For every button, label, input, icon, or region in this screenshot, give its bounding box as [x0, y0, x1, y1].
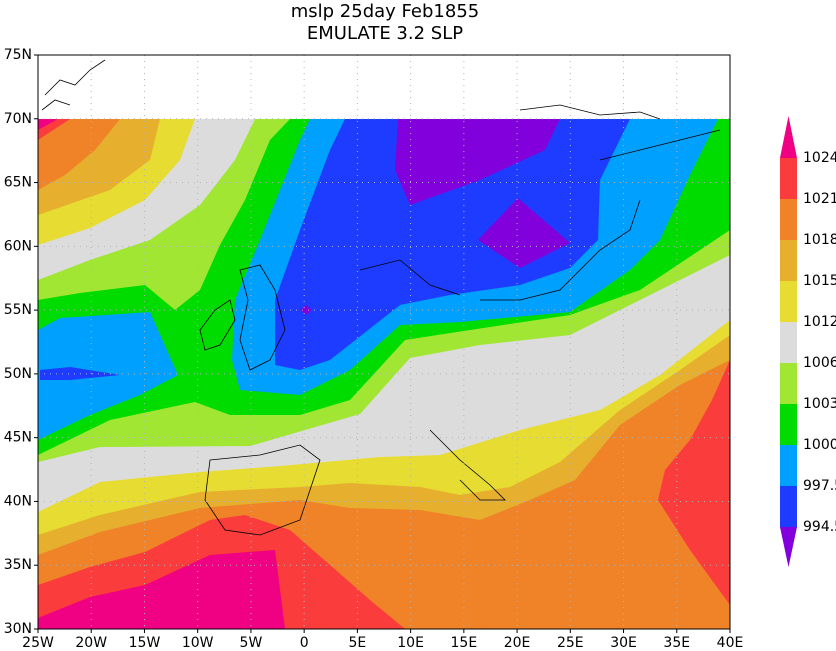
- colorbar-arrow: [780, 116, 797, 158]
- colorbar-label: 1003: [803, 396, 836, 412]
- lon-label: 15W: [129, 635, 161, 651]
- graticule: [34, 54, 731, 633]
- lon-label: 40E: [717, 635, 744, 651]
- lat-label: 65N: [4, 175, 32, 191]
- lon-label: 30E: [610, 635, 637, 651]
- contour-field: [38, 119, 730, 629]
- lon-label: 0: [300, 635, 309, 651]
- lon-label: 10E: [397, 635, 424, 651]
- colorbar-box: [780, 240, 797, 281]
- lat-label: 30N: [4, 621, 32, 637]
- lat-label: 50N: [4, 366, 32, 382]
- title: mslp 25day Feb1855: [291, 1, 479, 22]
- lat-label: 60N: [4, 238, 32, 254]
- lon-label: 5E: [349, 635, 367, 651]
- colorbar-label: 1000: [803, 437, 836, 453]
- colorbar-box: [780, 486, 797, 527]
- lon-label: 5W: [240, 635, 263, 651]
- colorbar-box: [780, 445, 797, 486]
- colorbar-box: [780, 363, 797, 404]
- colorbar-label: 1018: [803, 232, 836, 248]
- colorbar-label: 1024: [803, 150, 836, 166]
- lat-label: 45N: [4, 430, 32, 446]
- lat-label: 40N: [4, 493, 32, 509]
- lon-label: 20W: [75, 635, 107, 651]
- map-frame: [37, 54, 731, 630]
- coastlines: [41, 59, 721, 536]
- lon-label: 25W: [22, 635, 54, 651]
- colorbar-box: [780, 281, 797, 322]
- colorbar-box: [780, 158, 797, 199]
- colorbar-box: [780, 322, 797, 363]
- lat-label: 75N: [4, 47, 32, 63]
- colorbar-box: [780, 199, 797, 240]
- lon-label: 35E: [663, 635, 690, 651]
- colorbar-label: 1015: [803, 273, 836, 289]
- subtitle: EMULATE 3.2 SLP: [307, 23, 463, 44]
- colorbar-box: [780, 404, 797, 445]
- lat-label: 70N: [4, 111, 32, 127]
- lon-label: 10W: [182, 635, 214, 651]
- lat-label: 35N: [4, 557, 32, 573]
- lon-label: 20E: [504, 635, 531, 651]
- lat-label: 55N: [4, 302, 32, 318]
- lon-label: 15E: [451, 635, 478, 651]
- colorbar-label: 994.5: [803, 519, 836, 535]
- colorbar: 1024 1021 1018 1015 1012 1006 1003 1000 997.5 994…: [780, 116, 836, 567]
- colorbar-label: 1006: [803, 355, 836, 371]
- colorbar-label: 1021: [803, 191, 836, 207]
- colorbar-label: 997.5: [803, 478, 836, 494]
- colorbar-arrow: [780, 527, 797, 567]
- colorbar-label: 1012: [803, 314, 836, 330]
- lon-label: 25E: [557, 635, 584, 651]
